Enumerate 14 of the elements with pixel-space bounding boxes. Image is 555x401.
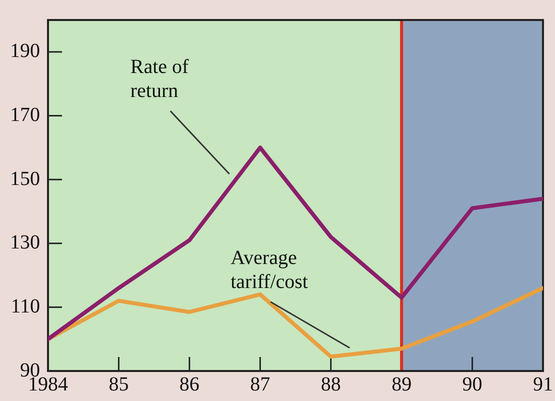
y-tick-label: 110: [10, 295, 40, 318]
x-tick-label: 87: [250, 373, 270, 396]
y-tick-label: 150: [10, 168, 40, 190]
x-tick-label: 85: [108, 373, 129, 396]
y-tick-label: 190: [10, 40, 40, 62]
series-label: Average tariff/cost: [230, 246, 309, 294]
x-tick-label: 88: [320, 373, 341, 396]
x-tick-label: 90: [462, 373, 482, 396]
x-tick-label: 86: [179, 373, 200, 396]
y-tick-label: 170: [10, 104, 40, 126]
x-tick-label: 91: [533, 373, 553, 396]
y-tick-label: 130: [10, 232, 40, 254]
x-tick-label: 89: [392, 373, 412, 396]
text: Rate of return: [130, 55, 190, 104]
